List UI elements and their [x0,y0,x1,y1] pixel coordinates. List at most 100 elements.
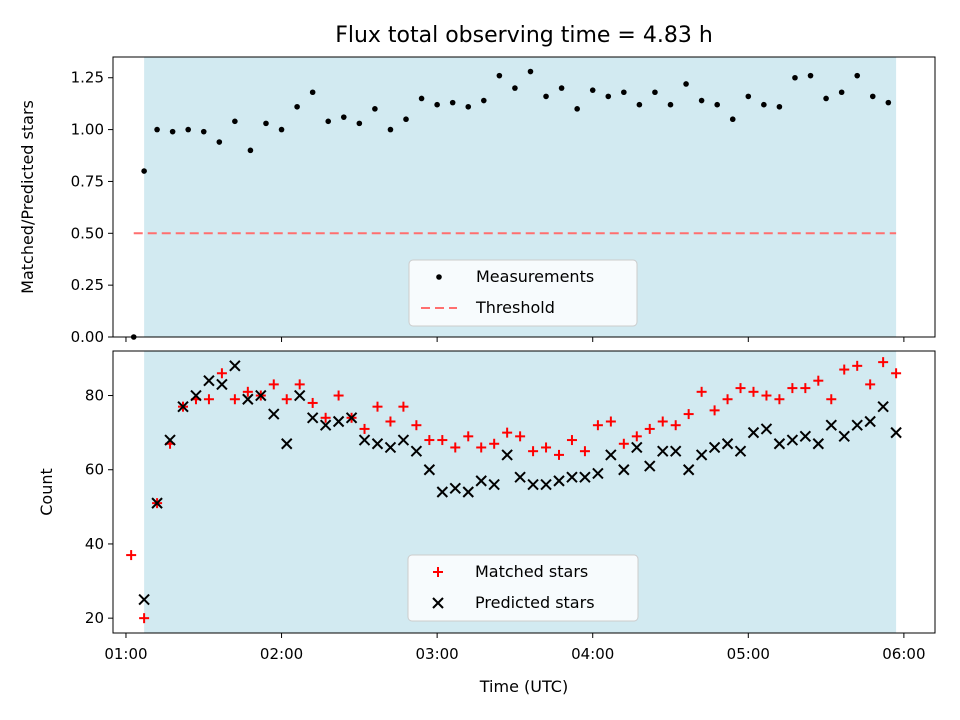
measurement-point [761,101,767,108]
measurement-point [729,116,736,123]
predicted-star-point [164,434,176,446]
y-tick-label: 0.25 [71,276,104,294]
matched-star-point [398,401,409,412]
predicted-star-point [747,426,760,439]
predicted-star-point [319,419,332,431]
measurement-point [512,85,518,91]
count-panel-frame [112,350,936,634]
matched-star-point [242,386,253,397]
predicted-star-point [669,445,682,457]
predicted-star-point [890,426,902,439]
matched-star-point [528,446,539,457]
predicted-star-point [838,430,850,443]
matched-star-point [139,613,150,624]
predicted-star-point [306,412,319,424]
legend-swatch [432,597,444,609]
y-tick-label: 40 [85,535,104,553]
predicted-star-point [540,478,552,491]
predicted-star-point [760,423,773,435]
matched-star-point [216,368,227,379]
predicted-star-point [384,441,397,454]
predicted-star-point [695,449,708,461]
matched-star-point [748,386,759,397]
predicted-star-point [605,449,617,461]
matched-star-point [683,409,694,420]
measurement-point [465,103,472,110]
x-tick-label: 05:00 [727,645,770,663]
predicted-star-point [708,441,721,454]
matched-star-point [203,394,214,405]
measurement-point [885,99,892,106]
predicted-star-point [177,400,189,413]
count-y-axis-label: Count [37,468,56,516]
measurement-point [325,118,332,125]
matched-star-point [696,386,707,397]
predicted-star-point [553,475,565,487]
measurement-point [449,99,456,106]
measurement-point [263,120,269,127]
matched-star-point [800,383,811,394]
x-tick-label: 06:00 [882,645,925,663]
measurement-point [232,118,238,125]
measurement-point [141,168,147,174]
measurement-point [496,72,503,79]
measurement-point [434,101,440,108]
matched-star-point [229,394,240,405]
legend-label: Predicted stars [475,593,595,612]
predicted-star-point [255,389,267,402]
matched-star-point [268,379,279,390]
measurement-point [527,68,534,75]
ratio-y-axis-label: Matched/Predicted stars [18,100,37,294]
predicted-star-point [138,593,150,606]
matched-star-point [463,431,474,442]
matched-star-point [852,360,863,371]
measurement-point [745,93,752,100]
matched-star-point [450,442,461,453]
predicted-star-point [579,471,591,483]
measurement-point [309,89,316,96]
matched-star-point [502,427,513,438]
predicted-star-point [332,415,345,428]
matched-star-point [735,383,746,394]
predicted-star-point [799,430,812,443]
predicted-star-point [268,408,280,420]
count-legend: Matched stars Predicted stars [407,554,639,622]
predicted-star-point [216,378,228,391]
measurement-point [372,106,378,112]
matched-star-point [554,449,565,460]
y-tick-label: 60 [85,461,104,479]
measurement-point [636,101,643,108]
measurement-point [387,126,394,133]
x-tick-label: 01:00 [104,645,147,663]
predicted-star-point [242,393,254,405]
matched-star-point [813,375,824,386]
matched-star-point [891,368,902,379]
predicted-star-point [773,438,786,450]
measurement-point [558,85,565,91]
matched-star-point [541,442,552,453]
ratio-y-ticks: 0.00 0.25 0.50 0.75 1.00 1.25 [71,69,113,346]
y-tick-label: 20 [85,609,104,627]
predicted-star-point [423,464,436,476]
predicted-star-point [566,471,578,483]
matched-star-point [476,442,487,453]
measurement-point [807,72,814,79]
measurement-point [278,126,285,133]
y-tick-label: 1.25 [71,69,104,87]
legend-label: Measurements [476,267,594,286]
predicted-star-point [514,471,526,483]
y-tick-label: 0.50 [71,224,104,242]
matched-star-point [385,416,396,427]
predicted-star-point [371,438,384,450]
legend-box [408,259,638,327]
y-tick-label: 1.00 [71,121,104,139]
measurement-point [667,101,674,108]
x-tick-label: 03:00 [416,645,459,663]
predicted-star-point [618,464,630,476]
ratio-x-ticks [125,337,905,342]
matched-star-point [281,394,292,405]
predicted-star-point [229,360,241,372]
matched-star-point [631,431,642,442]
measurement-point [605,93,612,100]
